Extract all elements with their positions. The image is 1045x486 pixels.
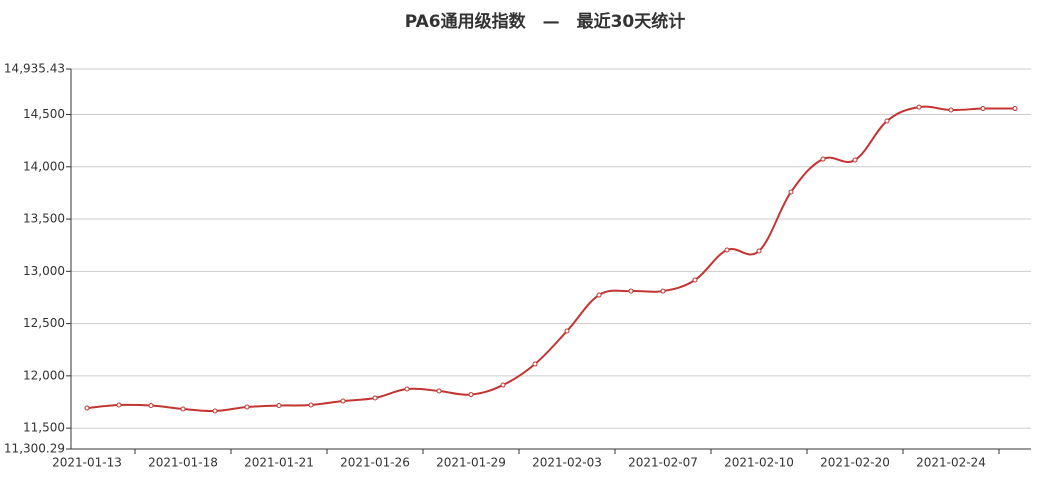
point <box>500 382 506 388</box>
point <box>436 388 442 394</box>
point <box>884 118 890 124</box>
point <box>692 277 698 283</box>
x-tick-label: 2021-01-21 <box>244 456 314 470</box>
point <box>276 403 282 409</box>
point <box>820 156 826 162</box>
chart-title: PA6通用级指数 — 最近30天统计 <box>405 11 686 32</box>
point <box>564 328 570 334</box>
point <box>948 107 954 113</box>
point <box>628 288 634 294</box>
x-tick-label: 2021-02-24 <box>916 456 986 470</box>
point <box>308 402 314 408</box>
point <box>84 405 90 411</box>
y-tick-label: 11,300.29 <box>4 442 65 456</box>
point <box>148 403 154 409</box>
point <box>180 406 186 412</box>
point <box>756 248 762 254</box>
point <box>532 361 538 367</box>
x-tick-label: 2021-01-13 <box>52 456 122 470</box>
point <box>852 157 858 163</box>
x-tick-label: 2021-02-07 <box>628 456 698 470</box>
point <box>596 292 602 298</box>
point <box>340 398 346 404</box>
point <box>116 402 122 408</box>
y-tick-label: 12,000 <box>23 368 65 382</box>
y-tick-label: 14,000 <box>23 159 65 173</box>
point <box>916 104 922 110</box>
x-tick-label: 2021-01-18 <box>148 456 218 470</box>
y-tick-label: 14,500 <box>23 107 65 121</box>
point <box>468 392 474 398</box>
x-tick-label: 2021-01-29 <box>436 456 506 470</box>
point <box>660 288 666 294</box>
y-tick-label: 14,935.43 <box>4 62 65 76</box>
point <box>724 247 730 253</box>
point <box>1012 106 1018 112</box>
x-tick-label: 2021-02-20 <box>820 456 890 470</box>
point <box>980 106 986 112</box>
x-tick-label: 2021-02-03 <box>532 456 602 470</box>
point <box>244 404 250 410</box>
y-tick-label: 11,500 <box>23 421 65 435</box>
point <box>212 408 218 414</box>
x-tick-label: 2021-02-10 <box>724 456 794 470</box>
point <box>372 395 378 401</box>
y-tick-label: 12,500 <box>23 316 65 330</box>
point <box>404 386 410 392</box>
line <box>86 105 1016 413</box>
x-tick-label: 2021-01-26 <box>340 456 410 470</box>
point <box>788 189 794 195</box>
y-tick-label: 13,500 <box>23 212 65 226</box>
y-tick-label: 13,000 <box>23 264 65 278</box>
